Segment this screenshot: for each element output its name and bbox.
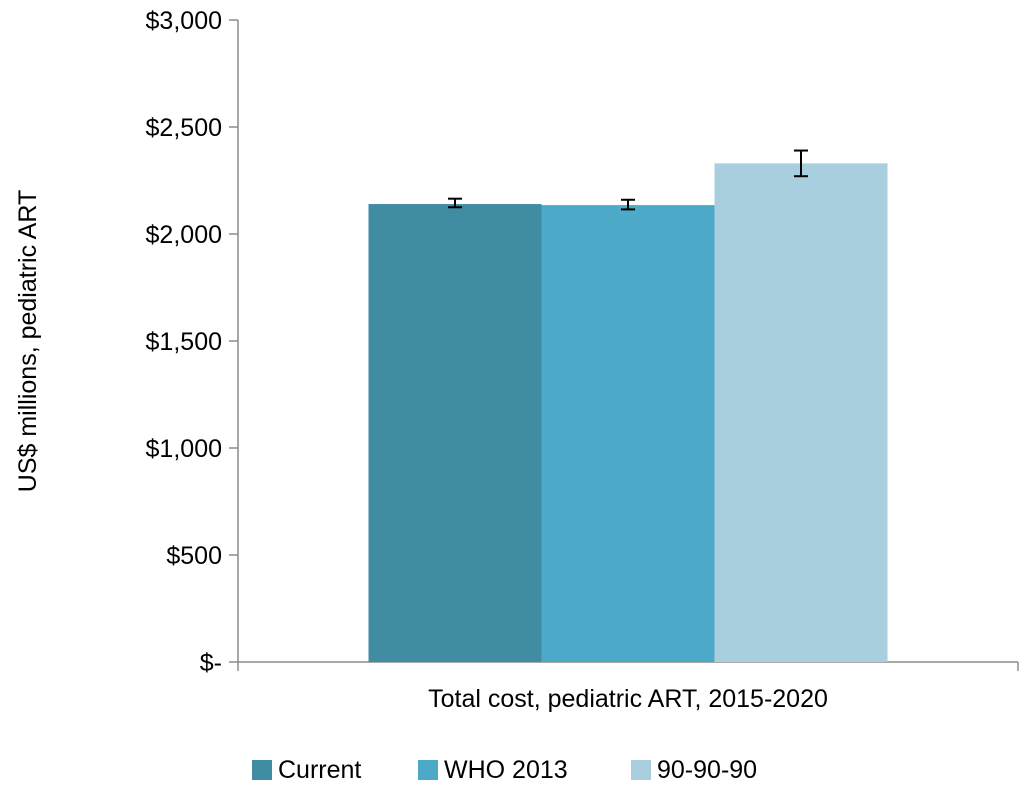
legend-swatch: [631, 760, 651, 780]
legend-item-who-2013: WHO 2013: [418, 756, 568, 784]
y-tick-label: $-: [200, 649, 222, 677]
legend-label: Current: [278, 756, 361, 784]
error-bar: [794, 149, 808, 178]
y-tick-label: $2,000: [146, 221, 222, 249]
y-tick-label: $1,500: [146, 328, 222, 356]
error-bar: [621, 198, 635, 211]
y-tick-label: $2,500: [146, 114, 222, 142]
legend-swatch: [252, 760, 272, 780]
y-tick-label: $500: [166, 542, 222, 570]
x-category-label: Total cost, pediatric ART, 2015-2020: [428, 685, 828, 713]
legend-label: WHO 2013: [444, 756, 568, 784]
bar-who-2013: [541, 205, 715, 663]
x-axis: [237, 661, 1019, 671]
y-tick-label: $1,000: [146, 435, 222, 463]
bar-90-90-90: [714, 163, 888, 662]
error-bar: [448, 197, 462, 209]
legend-label: 90-90-90: [657, 756, 757, 784]
y-tick-label: $3,000: [146, 7, 222, 35]
legend: Current WHO 2013 90-90-90: [252, 756, 757, 784]
legend-item-90-90-90: 90-90-90: [631, 756, 757, 784]
legend-item-current: Current: [252, 756, 361, 784]
y-axis: $- $500 $1,000 $1,500 $2,000 $2,500 $3,000: [146, 7, 239, 677]
bar-current: [368, 204, 542, 663]
error-bars: [448, 149, 808, 211]
y-axis-title: US$ millions, pediatric ART: [14, 190, 42, 492]
legend-swatch: [418, 760, 438, 780]
bars: [368, 163, 888, 663]
